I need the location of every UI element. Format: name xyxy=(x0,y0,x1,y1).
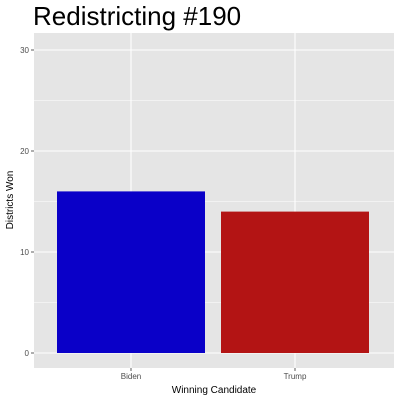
bar-biden xyxy=(57,191,205,353)
y-axis-title: Districts Won xyxy=(5,171,16,230)
y-tick-label: 20 xyxy=(20,147,29,156)
bar-trump xyxy=(221,211,369,353)
x-tick-label: Trump xyxy=(284,372,307,381)
y-tick-label: 30 xyxy=(20,46,29,55)
y-tick-label: 10 xyxy=(20,248,29,257)
chart-title: Redistricting #190 xyxy=(33,1,241,31)
y-tick-label: 0 xyxy=(25,349,30,358)
x-axis-title: Winning Candidate xyxy=(172,385,257,396)
axes: 0 10 20 30 Biden Trump xyxy=(20,46,307,381)
bars xyxy=(57,191,369,353)
x-tick-label: Biden xyxy=(121,372,141,381)
